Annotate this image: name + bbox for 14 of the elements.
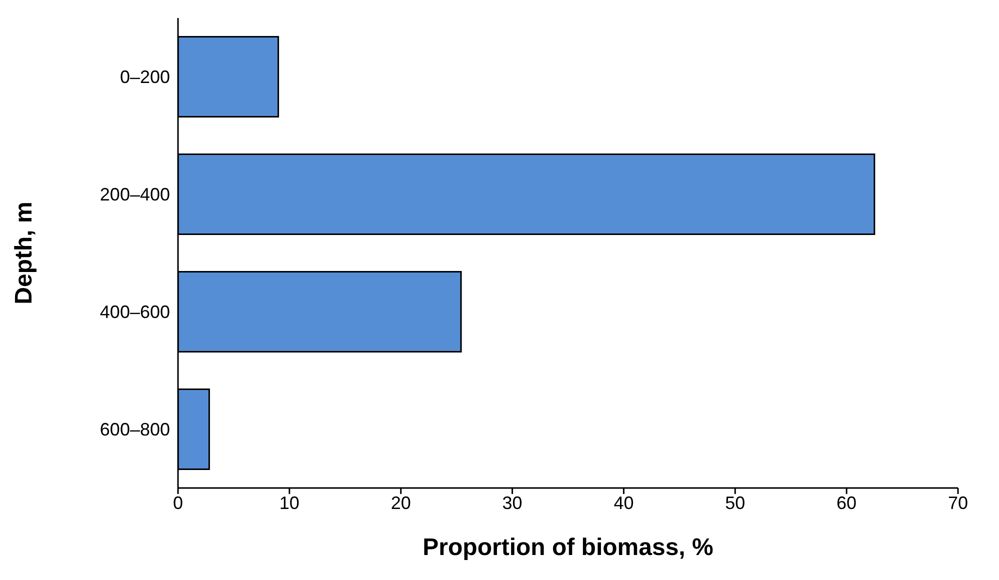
y-tick-label: 200–400 — [100, 184, 170, 205]
y-axis-title: Depth, m — [10, 202, 38, 304]
x-tick-label: 20 — [390, 492, 411, 513]
x-tick-label: 10 — [279, 492, 300, 513]
x-tick-label: 70 — [948, 492, 968, 513]
y-tick-label: 400–600 — [100, 302, 170, 322]
x-tick-label: 30 — [502, 492, 522, 513]
x-axis-title: Proportion of biomass, % — [422, 534, 714, 562]
y-tick-label: 0–200 — [120, 67, 170, 88]
x-tick-label: 40 — [614, 492, 634, 513]
x-tick-label: 60 — [836, 492, 857, 513]
x-tick-label: 50 — [725, 492, 746, 513]
x-tick-label: 0 — [172, 492, 184, 513]
y-tick-label: 600–800 — [100, 420, 170, 440]
